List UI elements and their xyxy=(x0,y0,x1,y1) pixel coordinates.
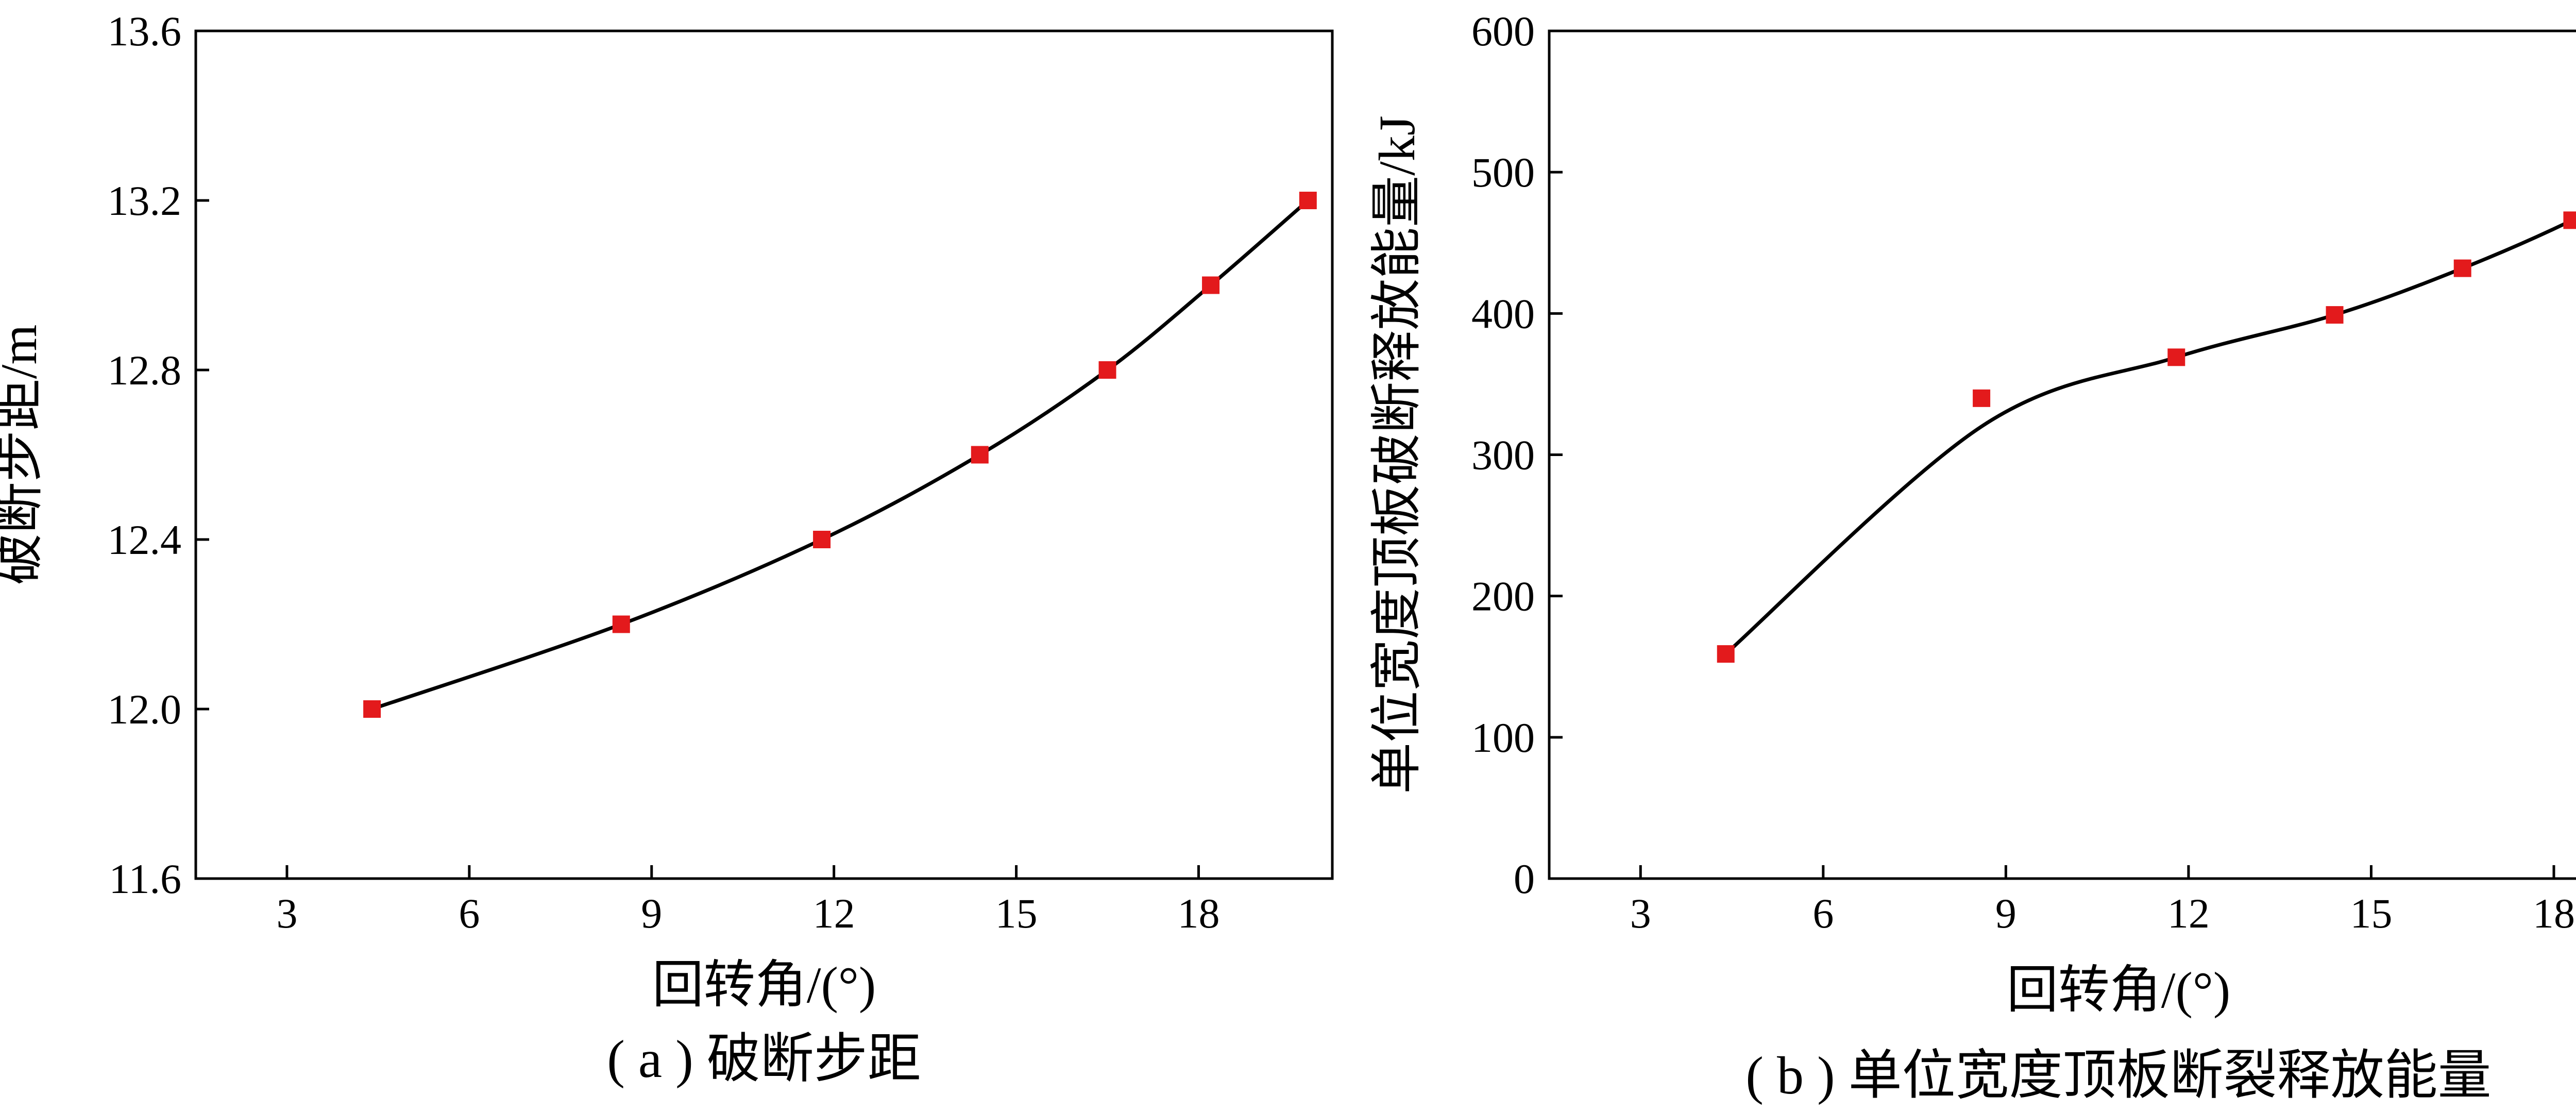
x-axis-label: 回转角/(°) xyxy=(2007,962,2230,1019)
data-point xyxy=(1202,276,1220,294)
data-point xyxy=(813,531,831,548)
x-tick-label: 15 xyxy=(2350,890,2392,937)
y-tick-label: 200 xyxy=(1471,573,1535,620)
data-point xyxy=(2563,211,2576,229)
data-point xyxy=(1973,389,1991,407)
y-tick-label: 11.6 xyxy=(109,855,181,902)
panel-caption: ( b ) 单位宽度顶板断裂释放能量 xyxy=(1745,1046,2491,1105)
x-tick-label: 9 xyxy=(1995,890,2016,937)
y-axis-label: 单位宽度顶板破断释放能量/kJ xyxy=(1368,115,1426,794)
y-tick-label: 12.8 xyxy=(108,347,182,394)
y-tick-label: 12.0 xyxy=(108,686,182,733)
data-point xyxy=(1299,192,1317,209)
y-axis-label: 破断步距/m xyxy=(0,325,47,585)
x-axis-label: 回转角/(°) xyxy=(652,956,876,1014)
x-tick-label: 6 xyxy=(459,890,480,937)
y-tick-label: 400 xyxy=(1471,290,1535,337)
y-tick-label: 300 xyxy=(1471,432,1535,479)
data-point xyxy=(2167,348,2185,366)
x-tick-label: 18 xyxy=(2533,890,2575,937)
fit-curve-line xyxy=(1724,216,2576,655)
data-point xyxy=(2453,259,2471,277)
x-tick-label: 6 xyxy=(1812,890,1834,937)
y-tick-label: 0 xyxy=(1514,855,1535,902)
y-tick-label: 13.2 xyxy=(108,177,182,224)
x-tick-label: 18 xyxy=(1177,890,1219,937)
data-point xyxy=(1717,645,1735,663)
data-point xyxy=(1098,361,1116,379)
fit-curve-line xyxy=(371,199,1310,711)
data-point xyxy=(2326,306,2344,324)
y-tick-label: 12.4 xyxy=(108,516,182,563)
x-tick-label: 3 xyxy=(1630,890,1651,937)
chart-panel-a: 3 6 9 12 15 18 11.6 12.0 12.4 12.8 13.2 13.6 回转角/(°)… xyxy=(0,8,1334,1089)
y-tick-label: 100 xyxy=(1471,714,1535,761)
y-tick-label: 600 xyxy=(1471,8,1535,55)
y-tick-label: 500 xyxy=(1471,149,1535,196)
x-tick-label: 9 xyxy=(641,890,662,937)
data-point xyxy=(971,446,989,464)
chart-panel-b: 3 6 9 12 15 18 0 100 200 300 400 500 600 回转角/(°) 单位宽度顶… xyxy=(1368,8,2576,1105)
data-point xyxy=(612,615,630,633)
x-tick-label: 12 xyxy=(813,890,855,937)
plot-frame xyxy=(194,29,1334,880)
x-tick-label: 3 xyxy=(276,890,297,937)
x-tick-label: 15 xyxy=(995,890,1038,937)
data-point xyxy=(363,700,381,718)
plot-frame xyxy=(1548,29,2576,880)
panel-caption: ( a ) 破断步距 xyxy=(607,1030,921,1089)
y-tick-label: 13.6 xyxy=(108,8,182,55)
x-tick-label: 12 xyxy=(2167,890,2210,937)
